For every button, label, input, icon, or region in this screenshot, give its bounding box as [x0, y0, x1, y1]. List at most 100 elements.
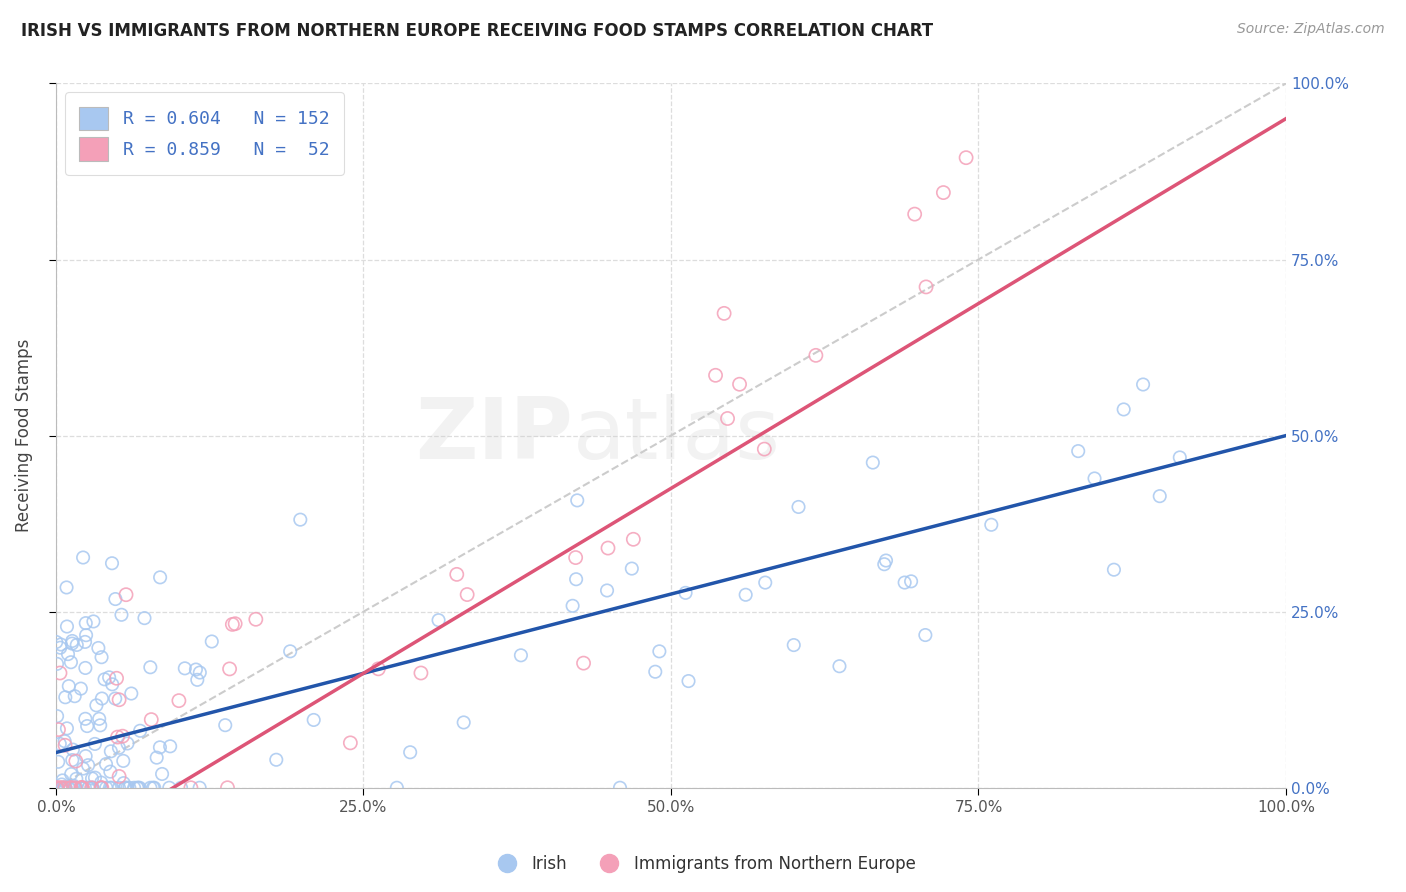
Point	[713, 306, 735, 320]
Point	[49, 737, 72, 751]
Point	[245, 612, 267, 626]
Point	[46, 755, 69, 769]
Point	[787, 500, 810, 514]
Point	[49, 780, 72, 795]
Point	[159, 739, 181, 754]
Point	[114, 780, 136, 795]
Point	[675, 586, 697, 600]
Point	[564, 550, 586, 565]
Point	[80, 780, 103, 795]
Point	[108, 780, 131, 795]
Point	[98, 764, 121, 779]
Point	[51, 773, 73, 788]
Point	[48, 723, 70, 737]
Point	[1083, 471, 1105, 485]
Legend: R = 0.604   N = 152, R = 0.859   N =  52: R = 0.604 N = 152, R = 0.859 N = 52	[65, 93, 344, 175]
Point	[1168, 450, 1191, 465]
Point	[955, 151, 977, 165]
Point	[82, 780, 104, 795]
Point	[264, 753, 287, 767]
Point	[63, 689, 86, 703]
Point	[90, 780, 112, 795]
Point	[90, 650, 112, 665]
Point	[56, 619, 79, 633]
Point	[456, 588, 478, 602]
Point	[84, 771, 107, 785]
Point	[76, 719, 98, 733]
Point	[80, 780, 103, 795]
Point	[63, 780, 86, 795]
Point	[53, 780, 76, 795]
Point	[180, 780, 202, 795]
Point	[55, 780, 77, 795]
Point	[565, 572, 588, 586]
Point	[734, 588, 756, 602]
Point	[75, 712, 97, 726]
Point	[60, 634, 83, 648]
Point	[98, 780, 121, 795]
Point	[149, 740, 172, 755]
Point	[145, 750, 167, 764]
Point	[58, 679, 80, 693]
Point	[427, 613, 450, 627]
Point	[221, 617, 243, 632]
Point	[90, 691, 112, 706]
Point	[53, 780, 76, 795]
Point	[873, 558, 896, 572]
Point	[90, 780, 112, 795]
Text: ZIP: ZIP	[415, 394, 572, 477]
Point	[114, 780, 136, 795]
Point	[453, 715, 475, 730]
Point	[596, 541, 619, 555]
Point	[188, 780, 211, 795]
Point	[90, 780, 112, 795]
Point	[49, 640, 72, 655]
Point	[83, 737, 105, 751]
Point	[804, 348, 827, 362]
Point	[82, 615, 104, 629]
Point	[111, 729, 134, 743]
Point	[80, 772, 103, 786]
Point	[143, 780, 166, 795]
Point	[70, 681, 93, 696]
Point	[149, 570, 172, 584]
Point	[186, 673, 208, 687]
Point	[339, 736, 361, 750]
Point	[900, 574, 922, 589]
Point	[98, 670, 121, 684]
Point	[1067, 444, 1090, 458]
Point	[862, 456, 884, 470]
Point	[63, 780, 86, 795]
Point	[117, 780, 139, 795]
Point	[572, 656, 595, 670]
Point	[224, 616, 246, 631]
Point	[49, 665, 72, 680]
Point	[56, 647, 79, 661]
Point	[1112, 402, 1135, 417]
Legend: Irish, Immigrants from Northern Europe: Irish, Immigrants from Northern Europe	[484, 848, 922, 880]
Point	[117, 736, 139, 750]
Point	[367, 662, 389, 676]
Point	[66, 638, 89, 652]
Point	[90, 780, 112, 795]
Point	[89, 718, 111, 732]
Point	[101, 677, 124, 691]
Point	[62, 779, 84, 793]
Point	[58, 780, 80, 795]
Point	[104, 691, 127, 706]
Point	[609, 780, 631, 795]
Point	[783, 638, 806, 652]
Point	[56, 722, 79, 736]
Point	[72, 780, 94, 795]
Point	[72, 780, 94, 795]
Point	[73, 635, 96, 649]
Point	[65, 780, 87, 795]
Point	[409, 665, 432, 680]
Point	[290, 513, 312, 527]
Point	[914, 628, 936, 642]
Point	[754, 575, 776, 590]
Point	[75, 628, 97, 642]
Point	[134, 611, 156, 625]
Point	[53, 739, 76, 753]
Point	[141, 713, 163, 727]
